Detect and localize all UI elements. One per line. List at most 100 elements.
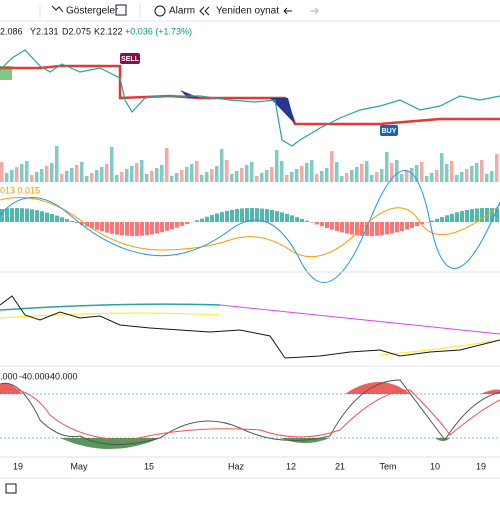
volume-bar [225, 160, 229, 182]
histogram-bar [240, 208, 244, 222]
histogram-bar [210, 215, 214, 222]
volume-bar [130, 166, 134, 182]
volume-bar [325, 168, 329, 182]
histogram-bar [150, 222, 154, 234]
undo-button[interactable] [284, 8, 292, 14]
volume-bar [25, 161, 29, 182]
volume-bar [110, 147, 114, 182]
volume-bar [70, 168, 74, 182]
histogram-bar [25, 209, 29, 222]
x-tick-label: 15 [144, 461, 154, 471]
histogram-bar [145, 222, 149, 235]
histogram-bar [330, 222, 334, 230]
histogram-bar [40, 211, 44, 222]
histogram-bar [185, 222, 189, 224]
histogram-bar [95, 222, 99, 230]
x-tick-label: 21 [335, 461, 345, 471]
macd-legend: 013 0.015 [0, 185, 40, 195]
last-value: K2.122 [94, 26, 123, 36]
histogram-bar [450, 214, 454, 222]
volume-bar [135, 163, 139, 182]
date-range-button[interactable] [6, 484, 16, 493]
histogram-bar [280, 212, 284, 222]
histogram-bar [385, 222, 389, 234]
volume-bar [10, 170, 14, 182]
volume-bar [155, 168, 159, 182]
histogram-bar [315, 222, 319, 224]
oscillator-legend: -40.000 [47, 371, 78, 381]
oscillator-legend: .000 [0, 371, 18, 381]
volume-bar [285, 175, 289, 182]
replay-label: Yeniden oynat [216, 6, 279, 17]
histogram-bar [265, 209, 269, 222]
histogram-bar [475, 209, 479, 222]
sell-label: SELL [121, 56, 140, 63]
volume-bar [185, 167, 189, 182]
high-value: Y2.131 [30, 26, 59, 36]
macd-pane: 013 0.015 [0, 170, 500, 282]
close-value: 2.086 [0, 26, 23, 36]
volume-bar [400, 174, 404, 182]
histogram-bar [30, 209, 34, 222]
volume-bar [20, 164, 24, 182]
volume-bar [95, 170, 99, 182]
volume-bar [80, 162, 84, 182]
macd-line [0, 170, 500, 282]
histogram-bar [205, 217, 209, 222]
redo-button[interactable] [310, 8, 318, 14]
volume-bar [75, 165, 79, 182]
volume-bar [425, 176, 429, 182]
oscillator-pane: .000 -40.000 -40.000 [0, 371, 500, 449]
buy-signal: BUY [380, 125, 398, 136]
volume-bar [495, 154, 499, 182]
volume-bar [85, 176, 89, 182]
volume-bar [265, 170, 269, 182]
alert-button[interactable]: Alarm [155, 6, 195, 17]
volume-bar [405, 171, 409, 182]
volume-bar [470, 166, 474, 182]
histogram-bar [135, 222, 139, 236]
low-value: D2.075 [62, 26, 91, 36]
volume-bar [200, 175, 204, 182]
volume-bar [140, 160, 144, 182]
volume-bar [115, 175, 119, 182]
histogram-bar [380, 222, 384, 235]
histogram-bar [440, 217, 444, 222]
histogram-bar [390, 222, 394, 234]
osc-line [0, 380, 500, 445]
histogram-bar [220, 212, 224, 222]
histogram-bar [15, 208, 19, 222]
histogram-bar [290, 215, 294, 222]
volume-bar [345, 173, 349, 182]
volume-bar [150, 171, 154, 182]
histogram-bar [110, 222, 114, 234]
volume-bar [145, 174, 149, 182]
volume-bar [30, 175, 34, 182]
volume-bar [450, 161, 454, 182]
volume-bar [205, 172, 209, 182]
volume-bar [490, 171, 494, 182]
histogram-bar [20, 208, 24, 222]
volume-bar [165, 148, 169, 182]
histogram-bar [120, 222, 124, 235]
histogram-bar [400, 222, 404, 231]
macd-histogram [0, 208, 499, 236]
replay-button[interactable]: Yeniden oynat [200, 6, 279, 17]
histogram-bar [170, 222, 174, 229]
histogram-bar [115, 222, 119, 235]
histogram-bar [60, 217, 64, 222]
x-tick-label: 19 [13, 461, 23, 471]
histogram-bar [430, 221, 434, 222]
volume-bar [105, 164, 109, 182]
histogram-bar [50, 214, 54, 222]
histogram-bar [285, 214, 289, 222]
volume-bar [360, 164, 364, 182]
histogram-bar [65, 219, 69, 222]
histogram-bar [45, 213, 49, 222]
indicators-button[interactable]: Göstergeler [52, 6, 119, 17]
buy-label: BUY [382, 128, 397, 135]
indicators-label: Göstergeler [66, 6, 119, 17]
histogram-bar [155, 222, 159, 233]
volume-bar [250, 162, 254, 182]
